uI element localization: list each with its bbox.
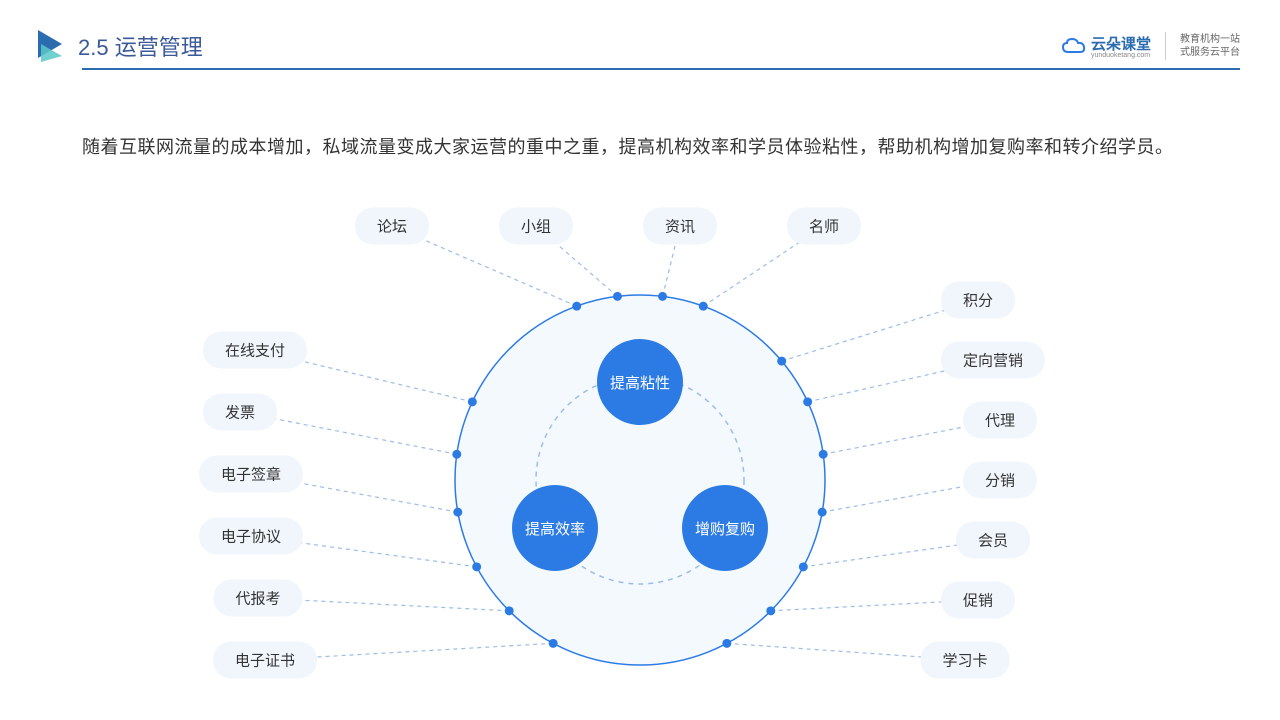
- pill-left-2: 电子签章: [199, 456, 303, 493]
- title-underline: [82, 68, 1240, 70]
- logo-tagline: 教育机构一站 式服务云平台: [1180, 33, 1240, 59]
- logo-area: 云朵课堂 yunduoketang.com 教育机构一站 式服务云平台: [1061, 32, 1240, 60]
- logo-domain: yunduoketang.com: [1091, 52, 1151, 59]
- logo-text: 云朵课堂: [1091, 36, 1151, 53]
- core-efficiency: 提高效率: [512, 485, 598, 571]
- header-left: 2.5 运营管理: [38, 30, 203, 62]
- pill-top-2: 资讯: [643, 208, 717, 245]
- pill-right-0: 积分: [941, 282, 1015, 319]
- pill-left-3: 电子协议: [199, 518, 303, 555]
- slide-description: 随着互联网流量的成本增加，私域流量变成大家运营的重中之重，提高机构效率和学员体验…: [82, 128, 1198, 168]
- core-repurchase: 增购复购: [682, 485, 768, 571]
- pill-top-3: 名师: [787, 208, 861, 245]
- pill-left-1: 发票: [203, 394, 277, 431]
- pill-right-2: 代理: [963, 402, 1037, 439]
- pill-left-5: 电子证书: [213, 642, 317, 679]
- operations-diagram: 论坛 小组 资讯 名师在线支付发票电子签章电子协议代报考电子证书 积分定向营销代理分销会…: [0, 200, 1280, 720]
- tagline-line1: 教育机构一站: [1180, 33, 1240, 46]
- section-number: 2.5: [78, 35, 109, 60]
- tagline-line2: 式服务云平台: [1180, 46, 1240, 59]
- pill-right-1: 定向营销: [941, 342, 1045, 379]
- slide-header: 2.5 运营管理 云朵课堂 yunduoketang.com 教育机构一站 式服…: [38, 30, 1240, 62]
- logo-divider: [1165, 32, 1166, 60]
- pill-left-4: 代报考: [213, 580, 302, 617]
- pill-right-5: 促销: [941, 582, 1015, 619]
- pill-top-0: 论坛: [355, 208, 429, 245]
- pill-right-4: 会员: [956, 522, 1030, 559]
- pill-top-1: 小组: [499, 208, 573, 245]
- section-title-text: 运营管理: [115, 35, 203, 60]
- logo-brand: 云朵课堂 yunduoketang.com: [1061, 33, 1151, 59]
- pill-right-3: 分销: [963, 462, 1037, 499]
- play-icon: [38, 30, 66, 62]
- core-stickiness: 提高粘性: [597, 339, 683, 425]
- cloud-icon: [1061, 36, 1087, 56]
- pill-left-0: 在线支付: [203, 332, 307, 369]
- section-title: 2.5 运营管理: [78, 30, 203, 62]
- pill-right-6: 学习卡: [920, 642, 1009, 679]
